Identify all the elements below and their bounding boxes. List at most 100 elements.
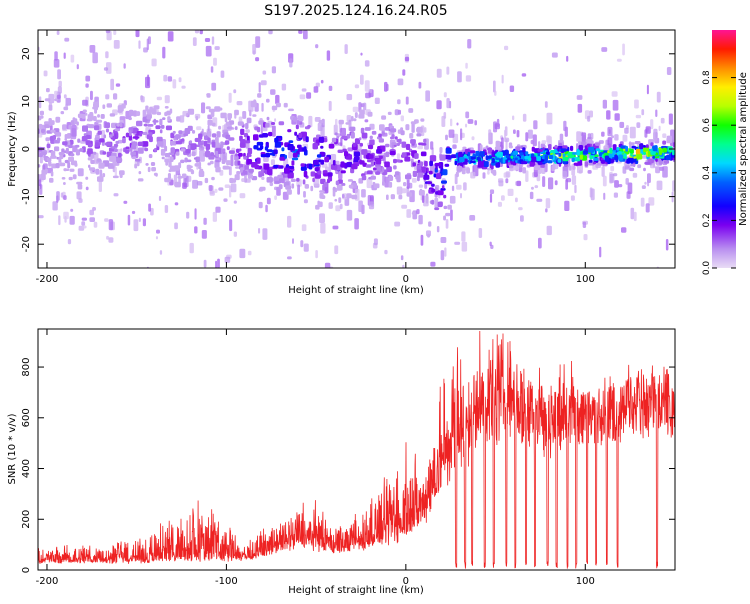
- heatmap-cell: [81, 217, 87, 221]
- heatmap-cell: [589, 140, 594, 145]
- heatmap-cell: [419, 188, 423, 192]
- heatmap-cell: [460, 162, 464, 167]
- heatmap-cell: [245, 122, 249, 130]
- heatmap-cell: [298, 30, 303, 34]
- heatmap-cell: [527, 129, 533, 139]
- heatmap-cell: [332, 186, 336, 191]
- heatmap-cell: [469, 215, 476, 221]
- heatmap-cell: [460, 128, 463, 141]
- heatmap-cell: [43, 10, 46, 19]
- heatmap-cell: [214, 46, 220, 50]
- heatmap-cell: [95, 168, 100, 175]
- heatmap-cell: [626, 158, 631, 164]
- heatmap-cell: [522, 113, 527, 122]
- heatmap-cell: [163, 74, 168, 82]
- heatmap-cell: [341, 183, 346, 186]
- heatmap-cell: [239, 142, 246, 148]
- heatmap-cell: [624, 127, 629, 134]
- heatmap-cell: [609, 173, 615, 183]
- heatmap-cell: [90, 153, 95, 159]
- heatmap-cell: [404, 56, 410, 62]
- heatmap-cell: [165, 125, 172, 131]
- heatmap-cell: [52, 135, 56, 140]
- heatmap-cell: [308, 163, 313, 170]
- heatmap-cell: [49, 177, 54, 183]
- heatmap-cell: [323, 181, 328, 188]
- heatmap-cell: [164, 145, 168, 152]
- heatmap-cell: [409, 133, 414, 139]
- heatmap-cell: [168, 160, 172, 168]
- heatmap-cell: [48, 122, 54, 126]
- heatmap-cell: [304, 184, 309, 189]
- heatmap-cell: [212, 211, 217, 222]
- heatmap-cell: [565, 179, 568, 190]
- heatmap-cell: [614, 180, 619, 188]
- heatmap-cell: [116, 125, 121, 129]
- heatmap-cell: [53, 9, 56, 17]
- heatmap-cell: [247, 159, 253, 165]
- heatmap-cell: [60, 111, 65, 115]
- heatmap-cell: [465, 62, 468, 69]
- heatmap-cell: [518, 207, 523, 211]
- heatmap-cell: [203, 217, 207, 225]
- heatmap-cell: [655, 158, 658, 162]
- heatmap-cell: [182, 110, 189, 117]
- heatmap-cell: [562, 156, 569, 162]
- heatmap-cell: [437, 190, 444, 196]
- heatmap-cell: [77, 168, 84, 177]
- heatmap-cell: [194, 30, 199, 34]
- heatmap-cell: [634, 99, 639, 109]
- snr-xtick-label: 0: [403, 576, 409, 587]
- heatmap-cell: [385, 151, 390, 158]
- colorbar-gradient: [712, 30, 736, 268]
- heatmap-cell: [416, 164, 422, 171]
- heatmap-cell: [431, 183, 435, 187]
- heatmap-cell: [271, 125, 276, 137]
- heatmap-cell: [194, 137, 202, 142]
- heatmap-cell: [105, 30, 111, 34]
- heatmap-cell: [256, 126, 261, 133]
- heatmap-cell: [167, 173, 171, 180]
- heatmap-cell: [544, 154, 549, 161]
- heatmap-cell: [463, 182, 467, 191]
- heatmap-cell: [476, 156, 481, 161]
- heatmap-cell: [76, 191, 82, 200]
- heatmap-cell: [489, 193, 493, 203]
- heatmap-cell: [448, 129, 455, 138]
- colorbar-tick-label: 0.6: [702, 118, 712, 133]
- heatmap-cell: [135, 30, 140, 38]
- heatmap-cell: [63, 168, 70, 171]
- heatmap-cell: [260, 154, 267, 158]
- heatmap-cell: [64, 37, 70, 42]
- heatmap-cell: [267, 168, 273, 175]
- colorbar-tick-label: 0.4: [702, 165, 712, 180]
- heatmap-cell: [653, 132, 658, 142]
- heatmap-cell: [341, 135, 348, 140]
- heatmap-cell: [85, 274, 88, 280]
- heatmap-cell: [208, 185, 213, 191]
- heatmap-cell: [530, 156, 537, 163]
- heatmap-cell: [315, 82, 320, 88]
- heatmap-cell: [146, 38, 149, 51]
- heatmap-cell: [445, 212, 451, 217]
- heatmap-cell: [658, 125, 661, 131]
- heatmap-cell: [354, 84, 360, 89]
- heatmap-cell: [435, 191, 439, 195]
- heatmap-cell: [288, 140, 294, 143]
- heatmap-cell: [436, 68, 442, 78]
- heatmap-cell: [532, 134, 537, 147]
- snr-ytick-label: 200: [21, 510, 32, 529]
- heatmap-cell: [370, 161, 375, 167]
- heatmap-cell: [406, 192, 413, 197]
- heatmap-cell: [652, 155, 656, 159]
- heatmap-cell: [485, 155, 489, 161]
- heatmap-cell: [504, 137, 510, 143]
- heatmap-cell: [123, 63, 126, 69]
- heatmap-cell: [465, 123, 468, 128]
- heatmap-cell: [321, 195, 326, 199]
- snr-ylabel: SNR (10 * v/v): [7, 413, 18, 484]
- heatmap-cell: [346, 162, 353, 168]
- heatmap-cell: [629, 126, 636, 139]
- heatmap-cell: [215, 157, 221, 163]
- heatmap-cell: [270, 89, 276, 95]
